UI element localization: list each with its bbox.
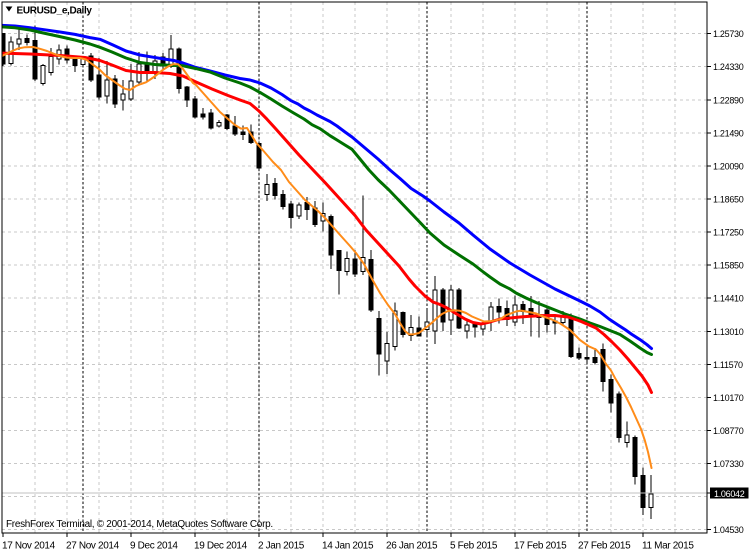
svg-text:9 Dec 2014: 9 Dec 2014 <box>130 541 178 550</box>
svg-text:1.20090: 1.20090 <box>713 161 744 171</box>
svg-text:1.07330: 1.07330 <box>713 459 744 469</box>
svg-text:FreshForex Terminal, © 2001-20: FreshForex Terminal, © 2001-2014, MetaQu… <box>6 519 273 530</box>
svg-text:1.08770: 1.08770 <box>713 426 744 436</box>
svg-text:1.25730: 1.25730 <box>713 29 744 39</box>
svg-text:1.24330: 1.24330 <box>713 62 744 72</box>
svg-text:1.11570: 1.11570 <box>713 360 743 370</box>
svg-text:17 Nov 2014: 17 Nov 2014 <box>2 541 56 550</box>
svg-text:1.21490: 1.21490 <box>713 128 744 138</box>
svg-text:1.04530: 1.04530 <box>713 525 744 535</box>
svg-text:1.06042: 1.06042 <box>714 489 745 499</box>
svg-text:1.10170: 1.10170 <box>713 393 744 403</box>
svg-text:1.15850: 1.15850 <box>713 261 744 271</box>
svg-text:14 Jan 2015: 14 Jan 2015 <box>322 541 374 550</box>
svg-text:1.14410: 1.14410 <box>713 294 744 304</box>
svg-text:5 Feb 2015: 5 Feb 2015 <box>450 541 498 550</box>
svg-text:11 Mar 2015: 11 Mar 2015 <box>642 541 694 550</box>
svg-text:26 Jan 2015: 26 Jan 2015 <box>386 541 438 550</box>
svg-text:27 Nov 2014: 27 Nov 2014 <box>66 541 120 550</box>
svg-text:1.17250: 1.17250 <box>713 228 744 238</box>
svg-text:EURUSD_e,Daily: EURUSD_e,Daily <box>17 6 93 17</box>
svg-text:1.13010: 1.13010 <box>713 327 744 337</box>
svg-text:17 Feb 2015: 17 Feb 2015 <box>514 541 567 550</box>
svg-text:2 Jan 2015: 2 Jan 2015 <box>258 541 305 550</box>
svg-text:19 Dec 2014: 19 Dec 2014 <box>194 541 248 550</box>
svg-text:1.18650: 1.18650 <box>713 195 744 205</box>
svg-text:1.22890: 1.22890 <box>713 95 744 105</box>
svg-text:27 Feb 2015: 27 Feb 2015 <box>578 541 631 550</box>
